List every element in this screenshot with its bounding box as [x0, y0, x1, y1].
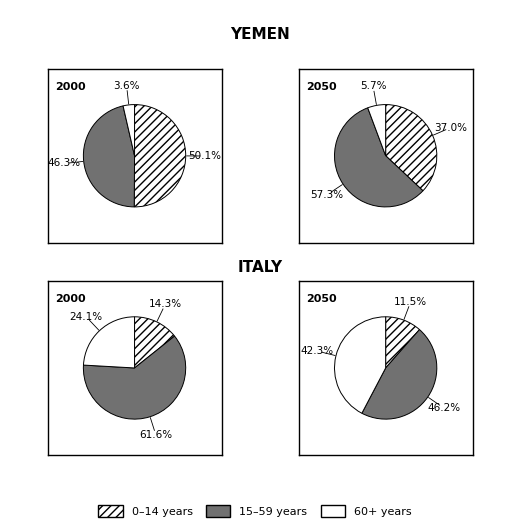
Text: 46.3%: 46.3%	[48, 159, 81, 169]
Wedge shape	[123, 105, 134, 156]
Wedge shape	[134, 105, 185, 207]
Wedge shape	[334, 317, 385, 413]
Wedge shape	[334, 108, 422, 207]
Wedge shape	[83, 336, 185, 419]
Text: 61.6%: 61.6%	[139, 430, 172, 440]
Wedge shape	[367, 105, 385, 156]
Wedge shape	[385, 105, 436, 191]
Wedge shape	[361, 330, 436, 419]
Text: 2050: 2050	[306, 81, 336, 92]
Text: 2050: 2050	[306, 294, 336, 304]
Text: 3.6%: 3.6%	[113, 80, 139, 90]
Wedge shape	[83, 106, 134, 207]
Text: 46.2%: 46.2%	[427, 403, 460, 413]
Wedge shape	[385, 317, 419, 368]
Text: 5.7%: 5.7%	[359, 81, 386, 92]
Wedge shape	[134, 317, 174, 368]
Text: 24.1%: 24.1%	[69, 312, 102, 322]
Text: 42.3%: 42.3%	[300, 346, 333, 356]
Text: 2000: 2000	[55, 81, 86, 92]
Text: 37.0%: 37.0%	[433, 123, 466, 133]
Text: 11.5%: 11.5%	[393, 297, 427, 307]
Legend: 0–14 years, 15–59 years, 60+ years: 0–14 years, 15–59 years, 60+ years	[95, 501, 414, 521]
Text: YEMEN: YEMEN	[230, 27, 290, 42]
Text: 50.1%: 50.1%	[188, 151, 221, 161]
Text: 14.3%: 14.3%	[148, 299, 181, 309]
Text: ITALY: ITALY	[237, 260, 282, 275]
Wedge shape	[83, 317, 134, 368]
Text: 2000: 2000	[55, 294, 86, 304]
Text: 57.3%: 57.3%	[309, 190, 343, 200]
